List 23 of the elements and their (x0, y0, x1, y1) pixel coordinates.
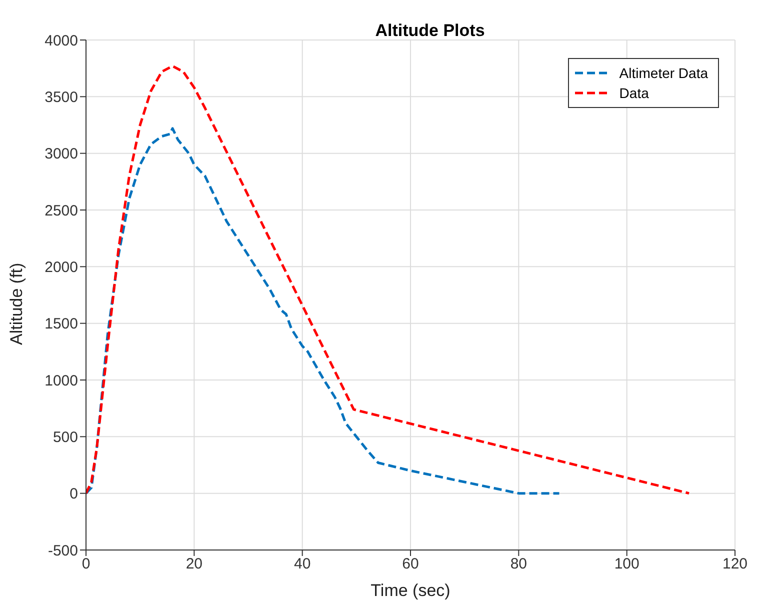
legend-label: Data (619, 84, 649, 103)
x-tick-label: 40 (294, 556, 311, 573)
y-tick-label: 1500 (44, 316, 78, 333)
y-tick-label: 500 (52, 428, 78, 446)
x-axis-title: Time (sec) (370, 581, 450, 600)
y-tick-label: 2000 (44, 258, 78, 276)
y-tick-label: 4000 (44, 32, 78, 50)
x-tick-label: 0 (82, 556, 90, 573)
y-tick-label: -500 (48, 542, 78, 560)
x-tick-label: 120 (722, 556, 748, 573)
y-tick-label: 3500 (44, 88, 78, 106)
line-series (86, 127, 560, 495)
y-tick-label: 2500 (44, 202, 78, 220)
x-tick-label: 20 (186, 556, 203, 573)
y-tick-label: 3000 (44, 146, 78, 163)
x-tick-label: 60 (402, 556, 419, 573)
legend-label: Altimeter Data (619, 64, 708, 83)
chart-title: Altitude Plots (375, 21, 485, 40)
y-axis-title: Altitude (ft) (7, 262, 26, 345)
x-tick-label: 80 (510, 556, 528, 573)
y-tick-label: 1000 (44, 372, 78, 390)
x-tick-label: 100 (614, 556, 640, 573)
y-tick-label: 0 (70, 486, 78, 503)
